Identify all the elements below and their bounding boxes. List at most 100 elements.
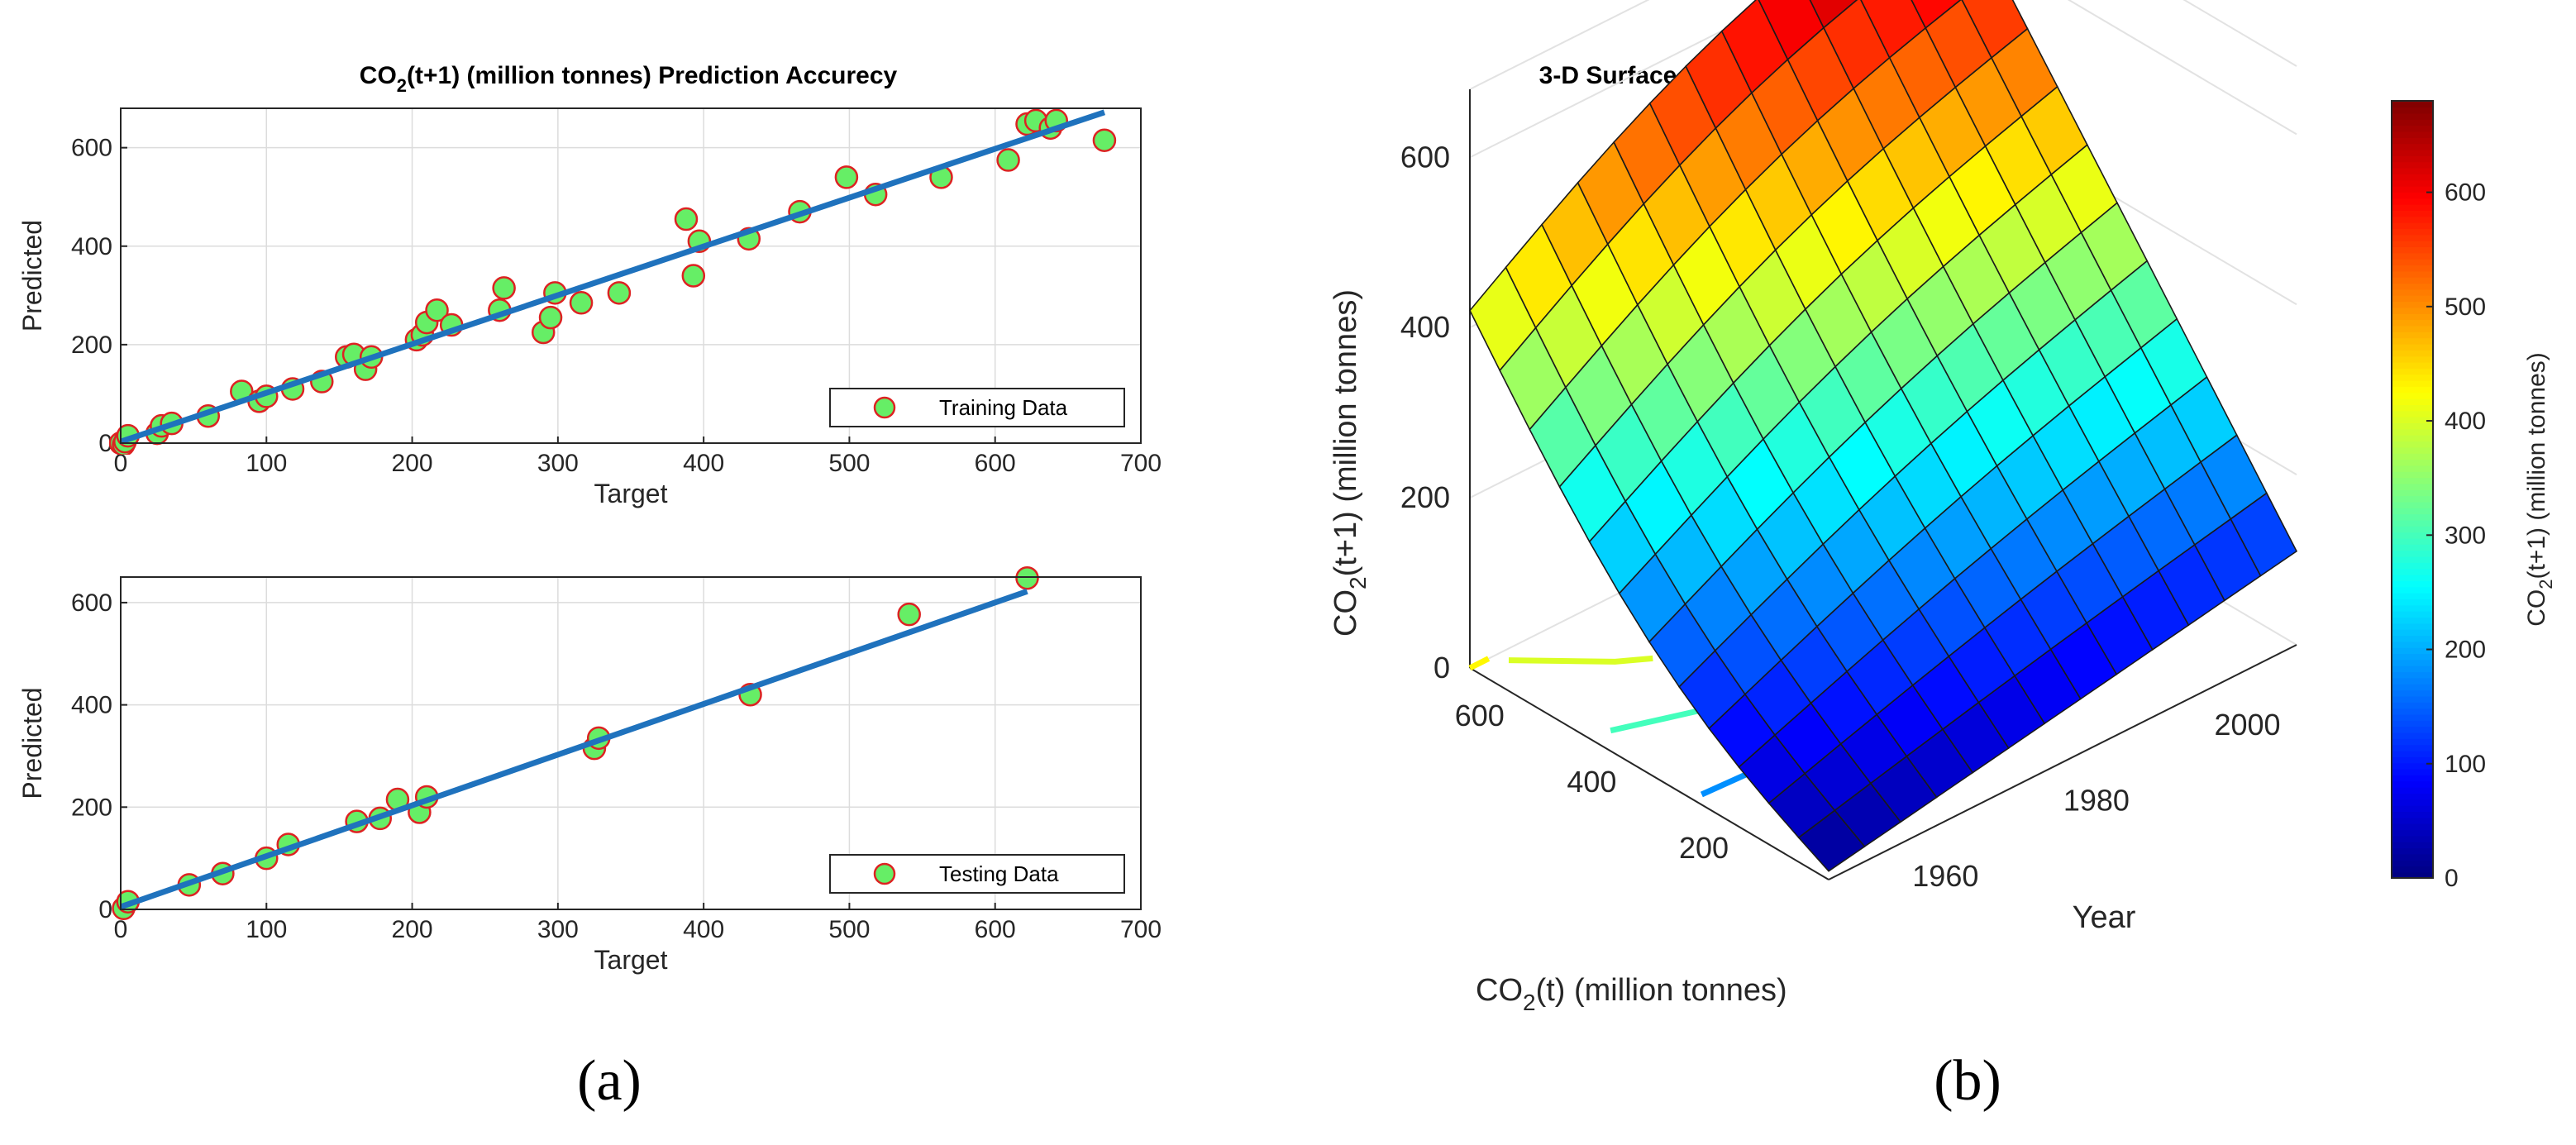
colorbar-segment — [2392, 604, 2433, 612]
x-axis-line — [1828, 644, 2297, 880]
contour-line — [1508, 655, 1653, 665]
colorbar-segment — [2392, 501, 2433, 508]
colorbar-segment — [2392, 866, 2433, 873]
colorbar-segment — [2392, 379, 2433, 387]
colorbar-segment — [2392, 556, 2433, 563]
z-axis-label: CO2(t+1) (million tonnes) — [1329, 289, 1371, 637]
colorbar-segment — [2392, 112, 2433, 120]
colorbar-segment — [2392, 841, 2433, 849]
colorbar-segment — [2392, 216, 2433, 223]
colorbar-tick-label: 100 — [2445, 751, 2486, 778]
axes-frame — [120, 576, 1142, 910]
colorbar-segment — [2392, 155, 2433, 163]
colorbar-segment — [2392, 489, 2433, 497]
box-edge — [2182, 0, 2297, 67]
colorbar-segment — [2392, 210, 2433, 217]
colorbar-segment — [2392, 653, 2433, 661]
colorbar-segment — [2392, 720, 2433, 728]
colorbar-segment — [2392, 386, 2433, 394]
colorbar-segment — [2392, 289, 2433, 296]
y-tick-label: 200 — [71, 332, 112, 359]
x-tick-label: 200 — [392, 916, 433, 943]
colorbar-segment — [2392, 853, 2433, 861]
data-points — [109, 108, 1117, 455]
colorbar-segment — [2392, 428, 2433, 436]
caption-a: (a) — [577, 1049, 642, 1113]
colorbar-segment — [2392, 659, 2433, 666]
data-point — [607, 281, 632, 305]
colorbar-segment — [2392, 811, 2433, 818]
colorbar-segment — [2392, 319, 2433, 327]
colorbar-tick-label: 0 — [2445, 865, 2459, 892]
colorbar-segment — [2392, 689, 2433, 697]
colorbar-segment — [2392, 537, 2433, 545]
colorbar-segment — [2392, 422, 2433, 430]
legend-marker — [873, 396, 896, 419]
colorbar-segment — [2392, 628, 2433, 637]
z-tick-label: 200 — [1400, 480, 1450, 514]
colorbar-segment — [2392, 410, 2433, 417]
colorbar-segment — [2392, 125, 2433, 132]
x-tick-label: 300 — [537, 916, 579, 943]
colorbar-segment — [2392, 355, 2433, 363]
colorbar-segment — [2392, 508, 2433, 515]
colorbar-segment — [2392, 228, 2433, 236]
x-tick-label: 300 — [537, 450, 579, 477]
colorbar-segment — [2392, 708, 2433, 715]
co2-tick-label: 200 — [1679, 831, 1729, 865]
colorbar-segment — [2392, 623, 2433, 630]
colorbar-segment — [2392, 580, 2433, 588]
colorbar-segment — [2392, 859, 2433, 867]
y-tick-label: 200 — [71, 794, 112, 821]
colorbar-segment — [2392, 526, 2433, 533]
colorbar-segment — [2392, 519, 2433, 527]
colorbar-frame — [2391, 100, 2434, 879]
colorbar-segment — [2392, 768, 2433, 775]
colorbar-segment — [2392, 513, 2433, 521]
x-tick-label: 100 — [246, 450, 287, 477]
surface-plot: 3-D Surface with Contours020040060019601… — [1329, 0, 2298, 1015]
data-point — [681, 264, 706, 288]
colorbar-segment — [2392, 270, 2433, 278]
colorbar-segment — [2392, 677, 2433, 685]
co2-tick-label: 400 — [1567, 765, 1616, 799]
colorbar-segment — [2392, 738, 2433, 746]
colorbar-segment — [2392, 222, 2433, 230]
colorbar-segment — [2392, 276, 2433, 284]
colorbar-segment — [2392, 240, 2433, 248]
data-point — [834, 165, 859, 189]
colorbar-segment — [2392, 337, 2433, 345]
training-scatter-plot: 0 100 200 300 400 500 600 700 0 200 400 600 Target Pr… — [17, 107, 1162, 508]
colorbar-segment — [2392, 441, 2433, 448]
x-tick-label: 200 — [392, 450, 433, 477]
surface-patches — [1469, 0, 2298, 872]
colorbar-segment — [2392, 265, 2433, 272]
surface-patch — [2230, 492, 2298, 577]
colorbar-segment — [2392, 137, 2433, 145]
colorbar-segment — [2392, 398, 2433, 405]
x-tick-label: 400 — [683, 916, 724, 943]
year-tick-label: 1980 — [2063, 784, 2130, 818]
colorbar-segment — [2392, 744, 2433, 751]
x-tick-label: 500 — [828, 450, 870, 477]
co2t-axis-label: CO2(t) (million tonnes) — [1476, 973, 1787, 1015]
colorbar-segment — [2392, 483, 2433, 490]
legend-label: Training Data — [939, 395, 1068, 420]
colorbar-segment — [2392, 119, 2433, 126]
data-point — [538, 305, 563, 330]
colorbar-segment — [2392, 404, 2433, 412]
colorbar-segment — [2392, 107, 2433, 114]
year-axis-label: Year — [2073, 900, 2136, 935]
z-tick-label: 600 — [1400, 140, 1450, 174]
x-tick-label: 700 — [1120, 450, 1162, 477]
colorbar-segment — [2392, 392, 2433, 399]
data-point — [1092, 128, 1117, 152]
colorbar-segment — [2392, 804, 2433, 813]
colorbar-segment — [2392, 307, 2433, 314]
colorbar-segment — [2392, 726, 2433, 733]
year-tick-label: 2000 — [2214, 708, 2280, 742]
colorbar-segment — [2392, 368, 2433, 375]
colorbar-segment — [2392, 599, 2433, 606]
x-tick-label: 400 — [683, 450, 724, 477]
